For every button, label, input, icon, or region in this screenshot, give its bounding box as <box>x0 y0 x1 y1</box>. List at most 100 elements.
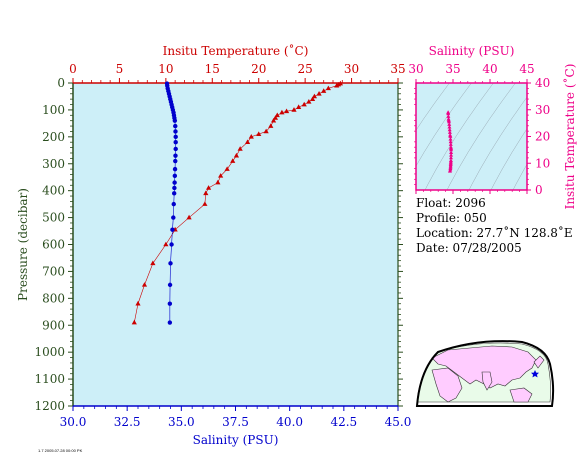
map-outline <box>415 340 555 407</box>
temperature-tick-label: 0 <box>69 62 77 76</box>
pressure-tick-label: 600 <box>42 238 65 252</box>
temperature-point <box>270 117 277 123</box>
temperature-point <box>263 128 269 134</box>
salinity-point <box>171 215 176 220</box>
salinity-point <box>167 320 173 325</box>
salinity-point <box>173 123 178 129</box>
ts-y-axis-label: Insitu Temperature (˚C) <box>562 64 577 210</box>
ts-point <box>447 122 452 126</box>
main-profile-plot: 0100200300400500600700800900100011001200… <box>16 43 411 447</box>
info-profile: Profile: 050 <box>416 211 487 225</box>
ts-x-axis-label: Salinity (PSU) <box>429 44 515 58</box>
ts-density-contour <box>424 83 494 190</box>
ts-point <box>447 119 452 124</box>
temperature-point <box>325 85 331 91</box>
temperature-point <box>237 146 243 151</box>
ts-density-contours <box>416 83 527 190</box>
pressure-tick-label: 300 <box>42 157 65 171</box>
temperature-point <box>218 173 224 178</box>
pressure-tick-label: 900 <box>42 318 65 332</box>
ts-y-tick-label: 30 <box>535 103 550 117</box>
location-map <box>414 340 555 408</box>
temperature-point <box>230 158 236 163</box>
ts-point <box>447 124 452 129</box>
temperature-tick-label: 35 <box>390 62 405 76</box>
ts-point <box>448 134 453 138</box>
pressure-tick-label: 1200 <box>34 399 65 413</box>
temperature-point <box>309 96 316 101</box>
salinity-point <box>172 173 178 179</box>
temperature-point <box>321 88 327 93</box>
ts-density-contour <box>416 83 472 167</box>
temperature-tick-label: 5 <box>116 62 124 76</box>
ts-density-contour <box>490 128 527 190</box>
salinity-point <box>170 227 175 232</box>
salinity-tick-label: 35.0 <box>168 415 195 429</box>
salinity-point <box>173 129 178 134</box>
temperature-point <box>233 152 240 158</box>
ts-y-tick-label: 0 <box>535 183 543 197</box>
temperature-point <box>203 190 209 196</box>
temperature-point <box>163 241 169 247</box>
temperature-point <box>150 260 156 266</box>
salinity-tick-label: 45.0 <box>385 415 412 429</box>
ts-point <box>449 150 454 154</box>
salinity-point <box>173 134 178 140</box>
salinity-point <box>168 261 173 266</box>
ts-density-contour <box>468 96 527 190</box>
salinity-point <box>169 242 174 247</box>
temperature-axis-label: Insitu Temperature (˚C) <box>163 43 309 58</box>
temperature-tick-label: 15 <box>205 62 220 76</box>
salinity-tick-label: 42.5 <box>330 415 357 429</box>
ts-y-tick-label: 40 <box>535 76 550 90</box>
salinity-point <box>167 301 173 306</box>
temperature-point <box>135 300 141 306</box>
ts-density-contour <box>416 83 450 131</box>
ts-point <box>449 147 454 152</box>
ts-x-tick-label: 30 <box>408 62 423 76</box>
pressure-tick-label: 1100 <box>34 372 65 386</box>
salinity-point <box>173 158 178 164</box>
ts-point <box>447 130 452 134</box>
temperature-point <box>248 134 254 139</box>
ts-background <box>416 83 527 190</box>
salinity-tick-label: 40.0 <box>276 415 303 429</box>
ts-point <box>449 153 454 157</box>
salinity-point <box>173 146 178 152</box>
ts-point <box>449 155 454 160</box>
pressure-tick-label: 100 <box>42 103 65 117</box>
temperature-point <box>301 101 307 107</box>
temperature-point <box>186 214 192 220</box>
info-location: Location: 27.7˚N 128.8˚E <box>416 226 573 240</box>
ts-y-tick-label: 20 <box>535 130 550 144</box>
ts-x-tick-label: 45 <box>519 62 534 76</box>
pressure-tick-label: 400 <box>42 184 65 198</box>
temperature-point <box>316 90 322 96</box>
map-land-australia <box>509 387 533 403</box>
salinity-point <box>172 118 178 123</box>
temperature-point <box>272 115 279 120</box>
temperature-point <box>306 99 312 104</box>
ts-density-contour <box>512 163 527 190</box>
salinity-point <box>172 185 177 191</box>
temperature-point <box>202 201 208 206</box>
map-land-africa <box>431 367 463 403</box>
map-land-india <box>481 371 493 391</box>
temperature-point <box>256 131 262 136</box>
pressure-tick-label: 700 <box>42 264 65 278</box>
ts-x-tick-label: 40 <box>482 62 497 76</box>
temperature-point <box>215 179 221 185</box>
salinity-point <box>173 140 178 145</box>
temperature-point <box>296 104 302 110</box>
salinity-point <box>173 153 178 158</box>
salinity-tick-label: 32.5 <box>114 415 141 429</box>
temperature-point <box>141 282 148 287</box>
temperature-point <box>291 107 297 112</box>
temperature-point <box>283 108 290 114</box>
ts-y-tick-label: 10 <box>535 156 550 170</box>
salinity-axis-label: Salinity (PSU) <box>193 433 279 447</box>
salinity-point <box>167 282 173 288</box>
salinity-point <box>172 166 178 172</box>
